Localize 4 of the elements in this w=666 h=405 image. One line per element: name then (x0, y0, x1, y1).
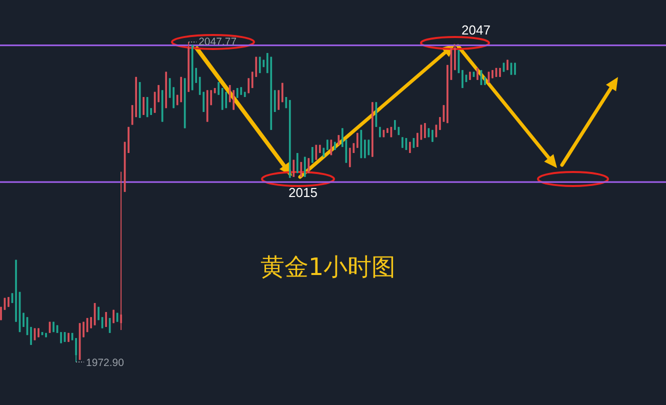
ref-line-label: 2047 (462, 22, 490, 38)
text: 黄金1小时图 (260, 253, 396, 281)
ref-line-label: 2015 (288, 185, 318, 200)
annotation: 1972.90 (86, 357, 124, 369)
